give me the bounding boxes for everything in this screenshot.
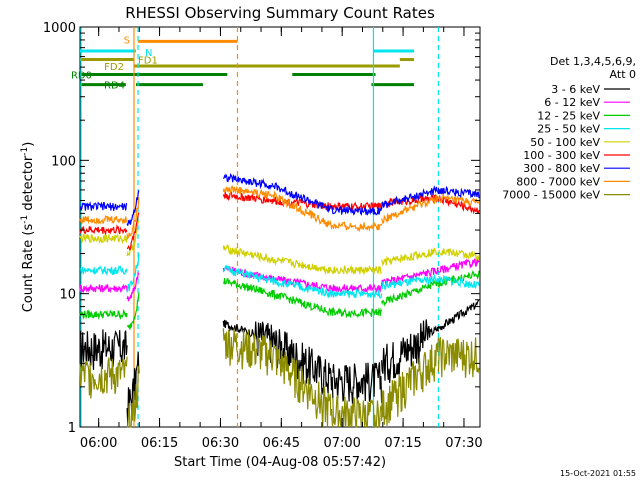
legend-label: 7000 - 15000 keV [502,189,600,202]
x-tick-label: 07:30 [445,436,482,451]
y-tick-label: 100 [51,154,76,169]
series-line [332,204,383,216]
series-line [332,288,383,299]
series-line [381,247,439,267]
series-line [222,278,273,298]
legend-label: 50 - 100 keV [530,136,600,149]
series-line [79,329,128,370]
legend-header-1: Det 1,3,4,5,6,9, [550,55,636,68]
series-line [222,185,273,200]
y-tick-label: 10 [59,288,76,303]
chart-title: RHESSI Observing Summary Count Rates [125,4,435,22]
series-line [438,274,480,290]
series-line [271,289,334,317]
legend-label: 6 - 12 keV [544,96,600,109]
series-line [79,232,128,245]
series-line [222,244,273,265]
series-line [271,344,334,428]
series-line [437,192,480,207]
series-line [126,292,140,330]
series-line [79,264,128,277]
series-line [332,221,383,233]
series-line [332,264,383,276]
series-line [126,253,140,293]
x-tick-label: 06:45 [263,436,300,451]
x-tick-label: 06:30 [202,436,239,451]
state-label: S [124,35,130,46]
legend-label: 3 - 6 keV [551,83,600,96]
series-line [437,185,480,199]
series-line [79,201,128,211]
series-line [381,194,439,225]
legend-label: 300 - 800 keV [523,162,600,175]
timestamp: 15-Oct-2021 01:55 [560,469,636,478]
series-line [79,308,128,320]
series-line [271,276,334,299]
x-axis: 06:00 06:15 06:30 06:45 07:00 07:15 07:30 [80,27,483,451]
series-line [79,283,128,294]
x-tick-label: 07:00 [323,436,360,451]
series-line [79,224,128,236]
series-line [222,191,273,204]
x-tick-label: 06:00 [80,436,117,451]
series-line [381,319,439,383]
series-line [126,212,140,251]
plot-frame [79,26,481,428]
series-line [271,182,334,214]
series-line [126,190,140,226]
series-lines [79,172,480,428]
series-line [438,248,480,261]
series-line [79,356,128,399]
series-line [271,190,334,231]
series-line [437,257,480,274]
series-line [381,273,439,291]
legend-label: 800 - 7000 keV [516,175,600,188]
legend-label: 100 - 300 keV [523,149,600,162]
y-label-sup: -1 [20,215,30,224]
series-line [222,264,273,284]
state-label: FD2 [104,62,124,73]
state-label: RD4 [104,81,125,92]
series-line [271,196,334,211]
legend-label: 25 - 50 keV [537,123,600,136]
y-label-prefix: Count Rate (s [21,224,36,313]
series-line [126,220,140,257]
series-line [79,215,128,226]
series-line [271,275,334,293]
y-label-end: ) [21,142,36,147]
series-line [437,299,480,331]
series-line [332,283,383,294]
series-line [222,172,273,190]
state-label: FD1 [138,56,158,67]
x-tick-label: 06:15 [141,436,178,451]
y-tick-label: 1 [68,421,76,436]
series-line [438,270,480,289]
series-line [332,395,383,428]
y-axis-label: Count Rate (s-1 detector-1) [20,142,36,313]
y-label-suffix: detector [21,155,36,215]
x-axis-label: Start Time (04-Aug-08 05:57:42) [174,455,386,470]
series-line [271,256,334,276]
series-line [126,197,140,240]
state-label: N [145,48,152,59]
series-line [437,336,480,378]
series-line [127,365,140,428]
series-line [381,185,439,210]
y-tick-label: 1000 [43,21,76,36]
x-tick-label: 07:15 [384,436,421,451]
series-line [332,306,383,319]
y-axis: 1 10 100 1000 [43,21,480,436]
y-label-sup2: -1 [20,147,30,156]
series-line [381,337,439,426]
legend-header-2: Att 0 [610,68,636,81]
series-line [381,194,439,209]
series-line [126,271,140,302]
legend-label: 12 - 25 keV [537,109,600,122]
series-line [222,328,273,376]
series-line [381,279,439,308]
